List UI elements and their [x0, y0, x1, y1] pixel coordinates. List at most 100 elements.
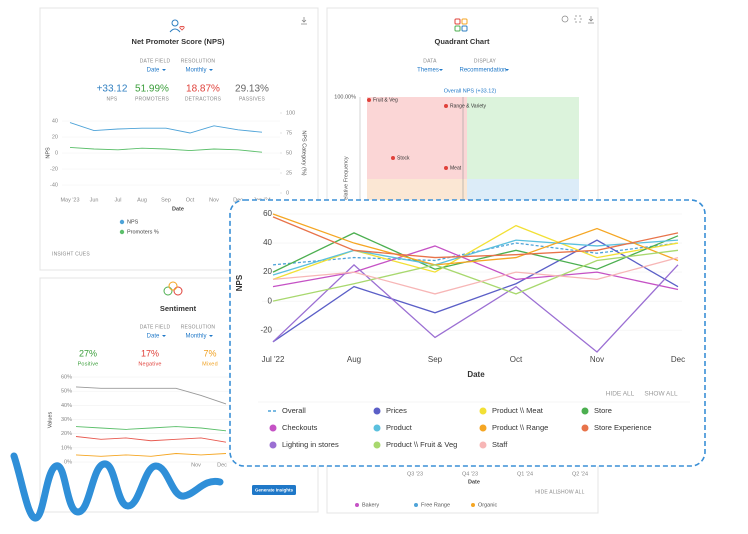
show-all[interactable]: SHOW ALL [644, 391, 678, 398]
nps-icon [169, 19, 185, 33]
y-tick-label: -20 [260, 325, 272, 334]
x-tick-label: Oct [186, 197, 195, 203]
y2-tick-label: 75 [286, 130, 292, 136]
y-axis-label: Relative Frequency [343, 156, 349, 204]
stat-value: 7% [203, 348, 216, 358]
point-label: Range & Variety [450, 103, 487, 109]
x-tick-label: Nov [209, 197, 219, 203]
point-label: Meat [450, 165, 462, 171]
overall-nps: Overall NPS (+33.12) [444, 88, 497, 94]
dropdown[interactable]: Date [147, 68, 160, 74]
stat-label: Negative [138, 361, 161, 367]
y2-axis-label: NPS Category (%) [301, 130, 307, 175]
quadrant-point[interactable] [444, 166, 448, 170]
legend-label[interactable]: Free Range [421, 502, 450, 508]
panel-title: Sentiment [160, 304, 197, 313]
stat-label: Mixed [202, 361, 218, 367]
y-axis-label: NPS [45, 147, 51, 159]
x-tick-label: Jun [90, 197, 99, 203]
legend-swatch [373, 407, 381, 415]
legend-label[interactable]: Checkouts [282, 423, 318, 432]
caret [209, 69, 213, 71]
hide-all[interactable]: HIDE ALL [606, 391, 635, 398]
legend-swatch [119, 229, 125, 235]
legend-label[interactable]: Product \\ Fruit & Veg [386, 440, 457, 449]
download-icon[interactable] [301, 17, 307, 25]
caret [162, 69, 166, 71]
field-label: DATE FIELD [140, 324, 171, 330]
x-tick-label: Aug [137, 197, 147, 203]
x-axis-label: Date [172, 206, 184, 212]
legend-label[interactable]: Staff [492, 440, 508, 449]
x-tick-label: Q3 '23 [407, 471, 423, 477]
legend-label[interactable]: Prices [386, 406, 407, 415]
quadrant-point[interactable] [444, 104, 448, 108]
series-line [272, 256, 679, 295]
y-tick-label: 20 [52, 134, 58, 140]
x-tick-label: Aug [347, 355, 361, 364]
x-tick-label: Oct [510, 355, 523, 364]
legend-label[interactable]: Store Experience [594, 423, 652, 432]
y-tick-label: 40 [52, 118, 58, 124]
caret [439, 69, 443, 71]
y2-tick-label: 25 [286, 170, 292, 176]
legend-label[interactable]: Promoters % [127, 229, 159, 235]
stat-value: 18.87% [186, 84, 220, 95]
legend-label[interactable]: Product [386, 423, 413, 432]
button-label[interactable]: Generate Insights [255, 488, 294, 493]
x-tick-label: Jul [114, 197, 121, 203]
legend-label[interactable]: Organic [478, 502, 498, 508]
series-line [272, 224, 679, 280]
x-axis-label: Date [467, 370, 485, 379]
quadrant [367, 97, 467, 179]
toolbar-icons[interactable] [561, 15, 594, 24]
legend-swatch [581, 424, 589, 432]
series-line [272, 216, 679, 259]
dropdown[interactable]: Themes [417, 68, 439, 74]
legend: Overall Prices Product \\ Meat Store Checkou… [268, 406, 652, 449]
stat-label: NPS [107, 96, 118, 102]
x-tick-label: Sep [428, 355, 443, 364]
x-tick-label: Jul '22 [262, 355, 285, 364]
series-line [272, 263, 679, 353]
x-axis-label: Date [468, 479, 480, 485]
quadrant-icon [454, 18, 468, 32]
dropdown[interactable]: Recommendation [459, 68, 506, 74]
series-line [75, 436, 227, 443]
legend-label[interactable]: NPS [127, 219, 139, 225]
generate-insights-button[interactable] [252, 485, 296, 495]
hide-all[interactable]: HIDE ALL [535, 489, 559, 495]
y-axis-label: NPS [235, 274, 244, 291]
quadrant-point[interactable] [367, 98, 371, 102]
legend-swatch [581, 407, 589, 415]
y-tick-label: 0 [55, 150, 58, 156]
legend-label[interactable]: Lighting in stores [282, 440, 339, 449]
quadrant-point[interactable] [391, 156, 395, 160]
legend-label[interactable]: Store [594, 406, 612, 415]
series-line [272, 239, 679, 276]
stat-value: 17% [141, 348, 159, 358]
y-tick-label: 30% [61, 417, 72, 423]
legend-label[interactable]: Product \\ Meat [492, 406, 544, 415]
field-label: DATA [423, 58, 437, 64]
stat-value: 29.13% [235, 84, 269, 95]
legend-swatch [269, 424, 277, 432]
legend-label[interactable]: Product \\ Range [492, 423, 548, 432]
series-line [75, 426, 227, 432]
series-line [69, 122, 263, 134]
y-tick-label: 10% [61, 445, 72, 451]
legend-swatch [414, 503, 418, 507]
legend-label[interactable]: Bakery [362, 502, 379, 508]
x-tick-label: Sep [161, 197, 171, 203]
legend-label[interactable]: Overall [282, 406, 306, 415]
dropdown[interactable]: Date [147, 334, 160, 340]
dropdown[interactable]: Monthly [185, 334, 206, 340]
stats: 27% Positive 17% Negative 7% Mixed [78, 348, 218, 367]
show-all[interactable]: SHOW ALL [557, 489, 584, 495]
point-label: Stock [397, 155, 410, 161]
dropdown[interactable]: Monthly [185, 68, 206, 74]
y-tick-label: 0% [64, 459, 72, 465]
insight-cues[interactable]: INSIGHT CUES [52, 251, 90, 257]
legend-swatch [269, 441, 277, 449]
